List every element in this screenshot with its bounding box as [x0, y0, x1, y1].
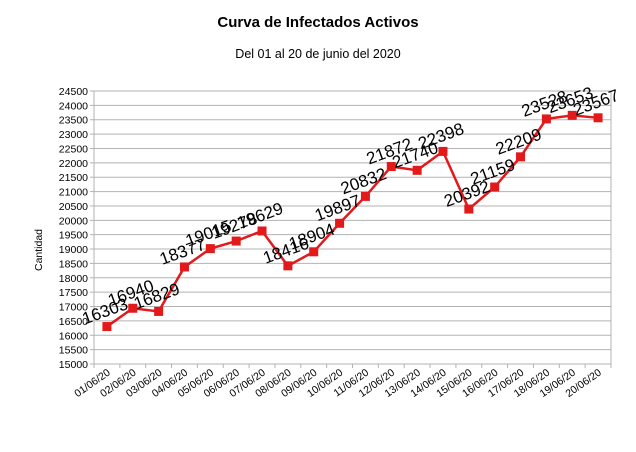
- grid-lines: [94, 90, 611, 365]
- y-tick-label: 22000: [59, 158, 88, 170]
- data-point: [154, 306, 164, 316]
- y-tick-label: 18500: [59, 258, 88, 270]
- y-tick-label: 16500: [59, 316, 88, 328]
- data-point: [179, 262, 189, 272]
- y-tick-label: 19000: [59, 244, 88, 256]
- y-tick-label: 17500: [59, 287, 88, 299]
- y-tick-label: 18000: [59, 273, 88, 285]
- data-point: [231, 236, 241, 246]
- data-point: [283, 261, 293, 271]
- y-tick-label: 19500: [59, 230, 88, 242]
- data-point: [412, 165, 422, 175]
- chart-subtitle: Del 01 al 20 de junio del 2020: [235, 47, 401, 61]
- data-point: [438, 146, 448, 156]
- y-tick-label: 21000: [59, 187, 88, 199]
- data-point: [386, 162, 396, 172]
- y-tick-label: 23000: [59, 129, 88, 141]
- chart-title: Curva de Infectados Activos: [217, 14, 419, 31]
- x-axis-ticks: 01/06/2002/06/2003/06/2004/06/2005/06/20…: [72, 367, 604, 400]
- y-tick-label: 24000: [59, 100, 88, 112]
- data-point: [205, 244, 215, 254]
- y-axis-label: Cantidad: [33, 229, 45, 271]
- data-point: [490, 182, 500, 192]
- y-tick-label: 20000: [59, 215, 88, 227]
- data-point: [128, 303, 138, 313]
- data-point: [257, 226, 267, 236]
- data-point: [360, 191, 370, 201]
- y-tick-label: 15000: [59, 359, 88, 371]
- data-point: [309, 247, 319, 257]
- y-tick-label: 16000: [59, 330, 88, 342]
- data-point: [335, 218, 345, 228]
- chart-axes: [90, 90, 612, 368]
- data-point: [567, 110, 577, 120]
- y-tick-label: 17000: [59, 302, 88, 314]
- y-tick-label: 20500: [59, 201, 88, 213]
- y-axis-ticks: 15000 15500 16000 16500 17000 17500 18000 18500…: [59, 86, 88, 371]
- series-layer: [102, 110, 603, 332]
- y-tick-label: 22500: [59, 143, 88, 155]
- data-point: [593, 113, 603, 123]
- data-point: [102, 322, 112, 332]
- data-point: [541, 114, 551, 124]
- data-point: [516, 152, 526, 162]
- y-tick-label: 21500: [59, 172, 88, 184]
- y-tick-label: 15500: [59, 345, 88, 357]
- data-point: [464, 204, 474, 214]
- y-tick-label: 23500: [59, 115, 88, 127]
- y-tick-label: 24500: [59, 86, 88, 98]
